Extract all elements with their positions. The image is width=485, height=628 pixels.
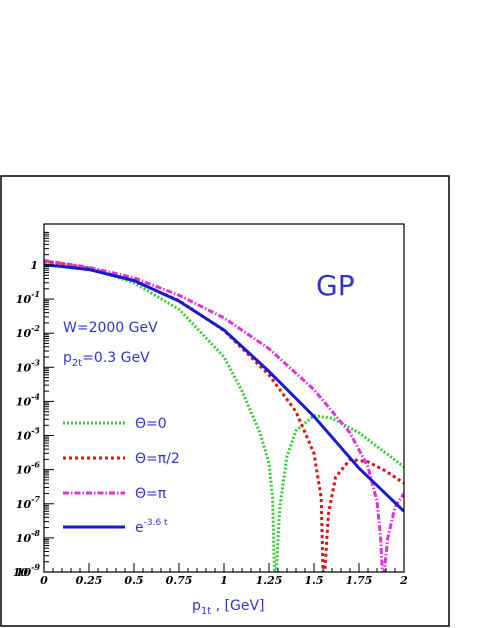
x-tick-label-6: 1.5	[304, 574, 323, 587]
p2t-value: =0.3 GeV	[82, 350, 150, 366]
y-tick-label-bottom: 10	[13, 566, 29, 579]
legend-label-base-2: Θ=π/2	[135, 451, 180, 467]
legend-label-base-3: Θ=π	[135, 486, 167, 502]
y-tick-exp-3: -3	[31, 357, 40, 367]
x-axis-p: p	[192, 598, 201, 614]
y-tick-label-3: 10-3	[16, 357, 41, 374]
y-tick-base-1: 10	[16, 293, 32, 306]
y-tick-exp-6: -6	[31, 460, 40, 470]
y-tick-exp-1: -1	[31, 289, 40, 299]
legend-label-3: Θ=π	[135, 486, 167, 502]
legend-label-base-1: Θ=0	[135, 416, 167, 432]
gp-annotation: GP	[316, 269, 355, 302]
legend-label-1: Θ=0	[135, 416, 167, 432]
y-tick-exp-7: -7	[31, 494, 40, 504]
series-line-4	[44, 263, 404, 513]
p2t-label: p2t=0.3 GeV	[63, 350, 150, 369]
x-tick-label-4: 1	[220, 574, 228, 587]
y-tick-exp-4: -4	[31, 391, 40, 401]
chart-frame	[0, 175, 450, 627]
y-tick-label-6: 10-6	[16, 460, 41, 477]
y-tick-base-8: 10	[16, 532, 32, 545]
x-axis-subscript: 1t	[201, 606, 211, 617]
y-tick-exp-5: -5	[31, 426, 40, 436]
energy-label: W=2000 GeV	[63, 320, 158, 336]
y-tick-base-4: 10	[16, 395, 32, 408]
y-tick-base-7: 10	[16, 498, 32, 511]
y-tick-exp-2: -2	[31, 323, 40, 333]
p2t-subscript: 2t	[72, 358, 82, 369]
plot-area: 0 0.25 0.5 0.75 1 1.25 1.5 1.75 2110-110-210-310…	[13, 223, 408, 587]
x-tick-label-8: 2	[399, 574, 408, 587]
y-tick-label-5: 10-5	[16, 426, 41, 443]
x-tick-label-3: 0.75	[166, 574, 193, 587]
legend-label-4: e-3.6 t	[135, 518, 168, 536]
y-tick-base-2: 10	[16, 327, 32, 340]
legend-label-base-4: e	[135, 520, 144, 536]
series-line-3	[44, 259, 404, 572]
y-tick-base-9: 10	[16, 566, 32, 579]
x-tick-label-5: 1.25	[256, 574, 283, 587]
x-axis-units: , [GeV]	[211, 598, 264, 614]
series-line-2	[44, 259, 404, 572]
y-tick-base-0: 1	[30, 259, 38, 272]
y-tick-label-8: 10-8	[16, 528, 41, 545]
x-tick-label-1: 0.25	[76, 574, 103, 587]
y-tick-exp-8: -8	[31, 528, 40, 538]
x-tick-label-7: 1.75	[346, 574, 373, 587]
y-tick-label-1: 10-1	[16, 289, 40, 306]
y-tick-label-2: 10-2	[16, 323, 41, 340]
legend-label-exp-4: -3.6 t	[144, 518, 168, 528]
series-line-1	[44, 259, 404, 572]
p2t-p: p	[63, 350, 72, 366]
x-tick-label-2: 0.5	[124, 574, 143, 587]
y-tick-base-3: 10	[16, 361, 32, 374]
y-tick-base-6: 10	[16, 464, 32, 477]
y-tick-label-7: 10-7	[16, 494, 41, 511]
y-tick-label-9: 10-9	[16, 562, 41, 579]
y-tick-exp-9: -9	[31, 562, 40, 572]
y-tick-label-4: 10-4	[16, 391, 41, 408]
y-tick-base-5: 10	[16, 430, 32, 443]
x-tick-label-0: 0	[40, 574, 48, 587]
y-tick-label-0: 1	[30, 259, 38, 272]
x-axis-label: p1t , [GeV]	[192, 598, 265, 617]
legend-label-2: Θ=π/2	[135, 451, 180, 467]
